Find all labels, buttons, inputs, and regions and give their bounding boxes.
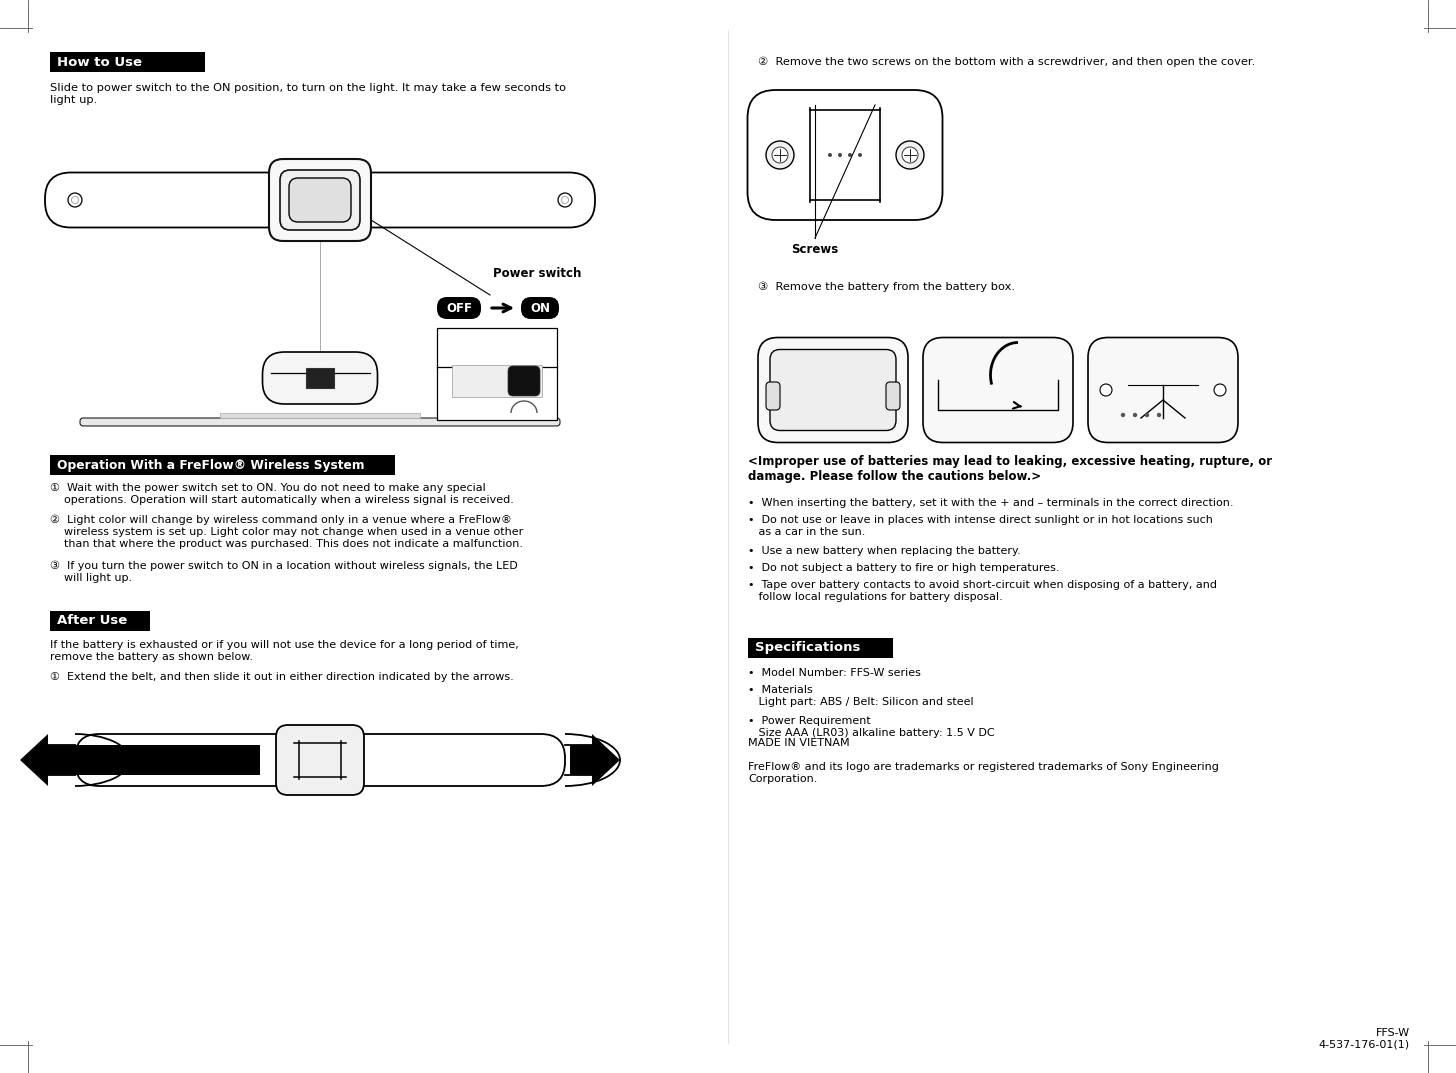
Text: ②  Light color will change by wireless command only in a venue where a FreFlow®
: ② Light color will change by wireless co… <box>50 515 523 548</box>
Text: ③  If you turn the power switch to ON in a location without wireless signals, th: ③ If you turn the power switch to ON in … <box>50 561 518 583</box>
Text: ②  Remove the two screws on the bottom with a screwdriver, and then open the cov: ② Remove the two screws on the bottom wi… <box>759 57 1255 68</box>
Circle shape <box>772 147 788 163</box>
FancyBboxPatch shape <box>759 338 909 442</box>
Circle shape <box>562 196 568 204</box>
Text: ①  Extend the belt, and then slide it out in either direction indicated by the a: ① Extend the belt, and then slide it out… <box>50 672 514 682</box>
Text: •  Model Number: FFS-W series: • Model Number: FFS-W series <box>748 668 920 678</box>
Circle shape <box>1121 413 1125 417</box>
FancyBboxPatch shape <box>747 90 942 220</box>
Text: ON: ON <box>530 302 550 314</box>
FancyBboxPatch shape <box>437 328 558 420</box>
FancyBboxPatch shape <box>766 382 780 410</box>
FancyBboxPatch shape <box>451 365 542 397</box>
Text: •  Materials
   Light part: ABS / Belt: Silicon and steel: • Materials Light part: ABS / Belt: Sili… <box>748 685 974 707</box>
Circle shape <box>1158 413 1162 417</box>
Text: •  Do not use or leave in places with intense direct sunlight or in hot location: • Do not use or leave in places with int… <box>748 515 1213 536</box>
FancyBboxPatch shape <box>770 350 895 430</box>
Text: After Use: After Use <box>57 615 127 628</box>
FancyBboxPatch shape <box>437 297 480 319</box>
Text: <Improper use of batteries may lead to leaking, excessive heating, rupture, or
d: <Improper use of batteries may lead to l… <box>748 455 1273 483</box>
FancyBboxPatch shape <box>288 178 351 222</box>
Text: How to Use: How to Use <box>57 56 143 69</box>
FancyBboxPatch shape <box>50 455 395 475</box>
Text: MADE IN VIETNAM: MADE IN VIETNAM <box>748 738 850 748</box>
Text: Screws: Screws <box>792 242 839 256</box>
Text: FreFlow® and its logo are trademarks or registered trademarks of Sony Engineerin: FreFlow® and its logo are trademarks or … <box>748 762 1219 783</box>
FancyBboxPatch shape <box>50 611 150 631</box>
Text: •  When inserting the battery, set it with the + and – terminals in the correct : • When inserting the battery, set it wit… <box>748 498 1233 508</box>
Circle shape <box>766 141 794 170</box>
Text: OFF: OFF <box>446 302 472 314</box>
Circle shape <box>558 193 572 207</box>
FancyBboxPatch shape <box>277 725 364 795</box>
FancyBboxPatch shape <box>748 638 893 658</box>
Circle shape <box>895 141 925 170</box>
FancyBboxPatch shape <box>80 418 561 426</box>
FancyBboxPatch shape <box>220 413 419 418</box>
Text: •  Use a new battery when replacing the battery.: • Use a new battery when replacing the b… <box>748 546 1021 556</box>
Polygon shape <box>593 734 620 787</box>
Text: ③  Remove the battery from the battery box.: ③ Remove the battery from the battery bo… <box>759 282 1015 292</box>
Text: •  Do not subject a battery to fire or high temperatures.: • Do not subject a battery to fire or hi… <box>748 563 1060 573</box>
Text: Operation With a FreFlow® Wireless System: Operation With a FreFlow® Wireless Syste… <box>57 458 364 471</box>
FancyBboxPatch shape <box>262 352 377 405</box>
FancyBboxPatch shape <box>269 159 371 241</box>
Circle shape <box>1133 413 1137 417</box>
FancyBboxPatch shape <box>923 338 1073 442</box>
Text: •  Tape over battery contacts to avoid short-circuit when disposing of a battery: • Tape over battery contacts to avoid sh… <box>748 580 1217 602</box>
FancyBboxPatch shape <box>50 52 205 72</box>
Circle shape <box>858 153 862 157</box>
FancyBboxPatch shape <box>306 368 333 388</box>
FancyBboxPatch shape <box>1088 338 1238 442</box>
FancyBboxPatch shape <box>280 170 360 230</box>
Circle shape <box>1144 413 1149 417</box>
Circle shape <box>828 153 831 157</box>
Text: Specifications: Specifications <box>756 642 860 655</box>
Text: FFS-W
4-537-176-01(1): FFS-W 4-537-176-01(1) <box>1319 1028 1409 1049</box>
Circle shape <box>68 193 82 207</box>
Polygon shape <box>20 734 48 787</box>
Circle shape <box>903 147 917 163</box>
Text: Slide to power switch to the ON position, to turn on the light. It may take a fe: Slide to power switch to the ON position… <box>50 83 566 104</box>
Text: •  Power Requirement
   Size AAA (LR03) alkaline battery: 1.5 V DC: • Power Requirement Size AAA (LR03) alka… <box>748 716 994 737</box>
Text: If the battery is exhausted or if you will not use the device for a long period : If the battery is exhausted or if you wi… <box>50 640 518 662</box>
Circle shape <box>1214 384 1226 396</box>
FancyBboxPatch shape <box>887 382 900 410</box>
FancyBboxPatch shape <box>521 297 559 319</box>
FancyBboxPatch shape <box>45 173 596 227</box>
Circle shape <box>1099 384 1112 396</box>
Text: Power switch: Power switch <box>494 267 581 280</box>
Bar <box>569 745 593 775</box>
FancyBboxPatch shape <box>76 734 565 787</box>
Circle shape <box>71 196 79 204</box>
Bar <box>48 745 261 775</box>
Circle shape <box>847 153 852 157</box>
Text: ①  Wait with the power switch set to ON. You do not need to make any special
   : ① Wait with the power switch set to ON. … <box>50 483 514 504</box>
FancyBboxPatch shape <box>508 366 540 396</box>
Circle shape <box>839 153 842 157</box>
